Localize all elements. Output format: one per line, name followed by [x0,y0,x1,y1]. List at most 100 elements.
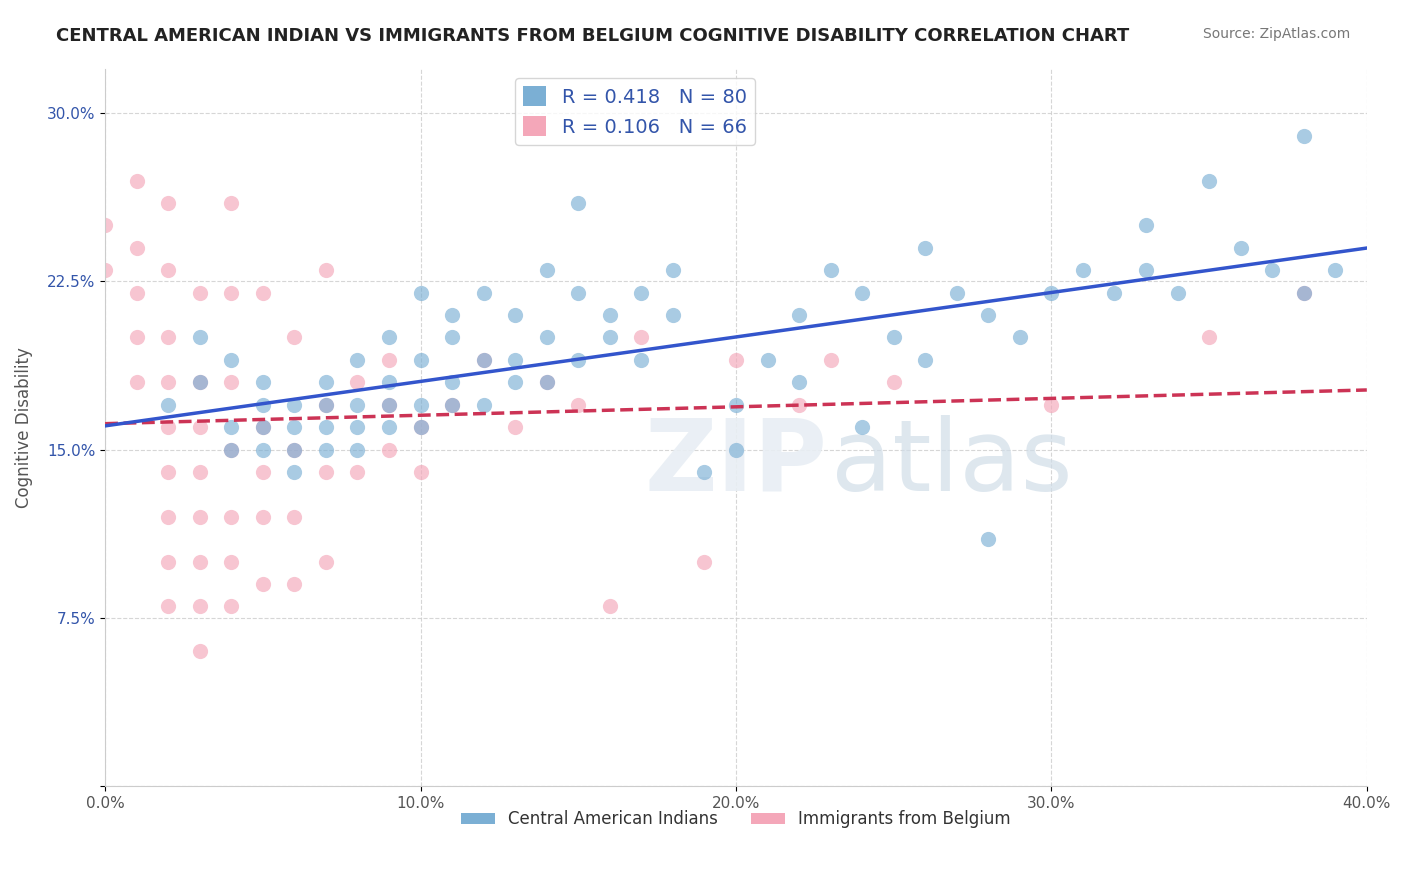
Point [536,263,558,277]
Point [315,465,337,479]
Point [599,599,621,614]
Point [157,465,180,479]
Point [567,398,589,412]
Point [252,420,274,434]
Point [157,263,180,277]
Point [378,330,401,344]
Point [157,376,180,390]
Point [188,376,211,390]
Point [693,465,716,479]
Point [1135,263,1157,277]
Point [188,376,211,390]
Point [724,352,747,367]
Point [125,330,148,344]
Point [219,599,242,614]
Point [441,308,464,322]
Point [219,442,242,457]
Text: atlas: atlas [831,415,1073,511]
Point [536,376,558,390]
Point [346,420,368,434]
Point [567,285,589,300]
Point [252,398,274,412]
Point [219,420,242,434]
Point [157,398,180,412]
Point [346,465,368,479]
Point [441,376,464,390]
Point [315,376,337,390]
Point [599,330,621,344]
Point [188,644,211,658]
Point [536,376,558,390]
Point [787,398,810,412]
Point [283,330,305,344]
Point [157,196,180,211]
Point [188,465,211,479]
Point [503,308,526,322]
Point [977,308,1000,322]
Point [693,555,716,569]
Point [283,442,305,457]
Point [283,577,305,591]
Point [346,352,368,367]
Point [945,285,967,300]
Point [219,509,242,524]
Point [441,398,464,412]
Point [409,285,432,300]
Point [409,398,432,412]
Point [283,420,305,434]
Point [283,398,305,412]
Point [252,376,274,390]
Point [219,376,242,390]
Point [219,555,242,569]
Point [283,509,305,524]
Point [94,263,117,277]
Point [662,308,685,322]
Point [567,352,589,367]
Point [1229,241,1251,255]
Point [157,555,180,569]
Point [977,533,1000,547]
Point [503,352,526,367]
Point [378,420,401,434]
Legend: Central American Indians, Immigrants from Belgium: Central American Indians, Immigrants fro… [454,804,1017,835]
Point [315,263,337,277]
Point [409,465,432,479]
Point [188,285,211,300]
Point [157,509,180,524]
Point [252,442,274,457]
Point [503,420,526,434]
Point [409,352,432,367]
Point [125,241,148,255]
Point [787,376,810,390]
Point [472,398,495,412]
Point [219,442,242,457]
Point [1167,285,1189,300]
Point [125,285,148,300]
Point [1071,263,1094,277]
Point [94,219,117,233]
Point [188,599,211,614]
Text: CENTRAL AMERICAN INDIAN VS IMMIGRANTS FROM BELGIUM COGNITIVE DISABILITY CORRELAT: CENTRAL AMERICAN INDIAN VS IMMIGRANTS FR… [56,27,1129,45]
Y-axis label: Cognitive Disability: Cognitive Disability [15,347,32,508]
Point [883,376,905,390]
Point [125,376,148,390]
Point [315,555,337,569]
Point [315,398,337,412]
Point [472,352,495,367]
Point [441,330,464,344]
Point [883,330,905,344]
Point [787,308,810,322]
Point [662,263,685,277]
Text: Source: ZipAtlas.com: Source: ZipAtlas.com [1202,27,1350,41]
Point [724,442,747,457]
Point [315,442,337,457]
Point [536,330,558,344]
Point [1008,330,1031,344]
Point [1198,173,1220,187]
Point [756,352,779,367]
Point [188,330,211,344]
Point [315,398,337,412]
Point [1198,330,1220,344]
Point [315,420,337,434]
Point [724,398,747,412]
